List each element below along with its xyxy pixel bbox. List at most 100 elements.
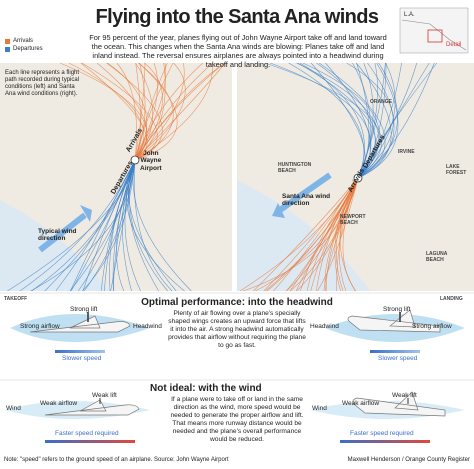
flight-path [134, 62, 158, 161]
flight-path [263, 177, 359, 292]
flight-path [342, 177, 359, 292]
flight-path [113, 159, 136, 292]
flight-path [134, 62, 168, 161]
flight-path [134, 62, 226, 161]
city-label: ORANGE [370, 99, 392, 105]
flight-path [338, 177, 359, 292]
flight-path [357, 62, 378, 179]
footer-note: Note: "speed" refers to the ground speed… [4, 457, 229, 463]
flight-path [129, 159, 168, 292]
section-body: Plenty of air flowing over a plane's spe… [168, 310, 306, 349]
diagram-label: Slower speed [62, 355, 102, 362]
flight-path [134, 62, 178, 161]
speed-bar [45, 440, 135, 443]
plane [352, 391, 446, 417]
diagram-label: Weak airflow [342, 400, 380, 407]
flight-path [134, 62, 226, 161]
flight-paths [7, 62, 438, 292]
speed-bar [370, 350, 420, 353]
flight-path [104, 159, 136, 292]
diagram-label: Strong airflow [412, 323, 452, 330]
city-label: HUNTINGTON BEACH [278, 162, 312, 174]
diagram-label: Headwind [133, 323, 162, 330]
wind-arrow [38, 212, 87, 253]
flight-path [59, 62, 148, 161]
legend-label: Departures [13, 46, 43, 52]
airport-label: John Wayne Airport [140, 150, 162, 172]
diagram-label: Weak lift [392, 392, 417, 399]
diagram-label: Wind [312, 405, 327, 412]
city-label: LAKE FOREST [446, 164, 467, 176]
flight-path [325, 177, 359, 292]
flight-path [357, 62, 435, 179]
flight-path [357, 62, 438, 179]
wind-arrow [278, 172, 332, 213]
flight-path [124, 159, 141, 292]
airport-line: Wayne [140, 157, 162, 165]
section-label: TAKEOFF [4, 296, 28, 302]
flight-path [134, 62, 166, 161]
diagram-label: Weak airflow [40, 400, 78, 407]
locator-label: L.A. [404, 12, 415, 18]
title: Flying into the Santa Ana winds [95, 6, 380, 28]
flight-path [19, 159, 136, 292]
section-heading: Not ideal: with the wind [150, 383, 262, 394]
flight-path [357, 62, 395, 179]
section-label: LANDING [440, 296, 463, 302]
flight-path [134, 62, 204, 161]
locator-label: Detail [446, 42, 462, 48]
city-label: IRVINE [398, 149, 415, 155]
airport [353, 173, 363, 183]
flight-path [112, 159, 136, 292]
diagram-label: Strong lift [70, 306, 98, 313]
diagram-label: Headwind [310, 323, 339, 330]
airport [130, 155, 140, 165]
flight-path [134, 62, 186, 161]
legend-swatch [5, 39, 10, 44]
flight-path [356, 62, 370, 179]
map-note: Each line represents a flight path recor… [5, 70, 80, 97]
diagram-label: Strong lift [383, 306, 411, 313]
flight-path [288, 62, 365, 179]
wind-label: Typical wind direction [38, 228, 77, 243]
city-label: LAGUNA BEACH [426, 251, 448, 263]
flight-path [356, 62, 392, 179]
flight-path [126, 159, 185, 292]
flight-path [357, 62, 396, 179]
ocean [0, 200, 110, 291]
flight-path [134, 62, 213, 161]
flight-path [134, 62, 146, 161]
speed-bar [55, 350, 105, 353]
flight-path [30, 159, 136, 292]
wind-label: Santa Ana wind direction [282, 193, 331, 208]
airport-line: John [143, 150, 159, 157]
legend-label: Arrivals [13, 38, 34, 44]
flight-path [357, 62, 374, 179]
flight-path [318, 62, 386, 179]
flight-path [82, 159, 136, 292]
section-body: If a plane were to take off or land in t… [170, 396, 304, 443]
diagram-label: Faster speed required [55, 430, 119, 437]
flight-path [323, 177, 359, 292]
flight-path [357, 62, 418, 179]
detail-box [427, 29, 443, 43]
flight-path [352, 62, 371, 179]
footer-credit: Maxwell Henderson / Orange County Regist… [347, 457, 470, 463]
airport-line: Airport [140, 164, 162, 172]
coastline [401, 19, 467, 51]
diagram-label: Wind [6, 405, 21, 412]
flight-path [253, 177, 359, 292]
flight-path [134, 62, 146, 161]
diagram-label: Weak lift [92, 392, 117, 399]
diagram-label: Strong airflow [20, 323, 60, 330]
intro: For 95 percent of the year, planes flyin… [89, 33, 387, 69]
plane [29, 315, 131, 333]
flight-path [134, 62, 213, 161]
plane [44, 399, 140, 416]
flight-path [116, 62, 137, 161]
flight-path [357, 62, 398, 179]
wind-arrow [272, 203, 285, 218]
flight-path [134, 159, 173, 292]
speed-bar [340, 440, 430, 443]
